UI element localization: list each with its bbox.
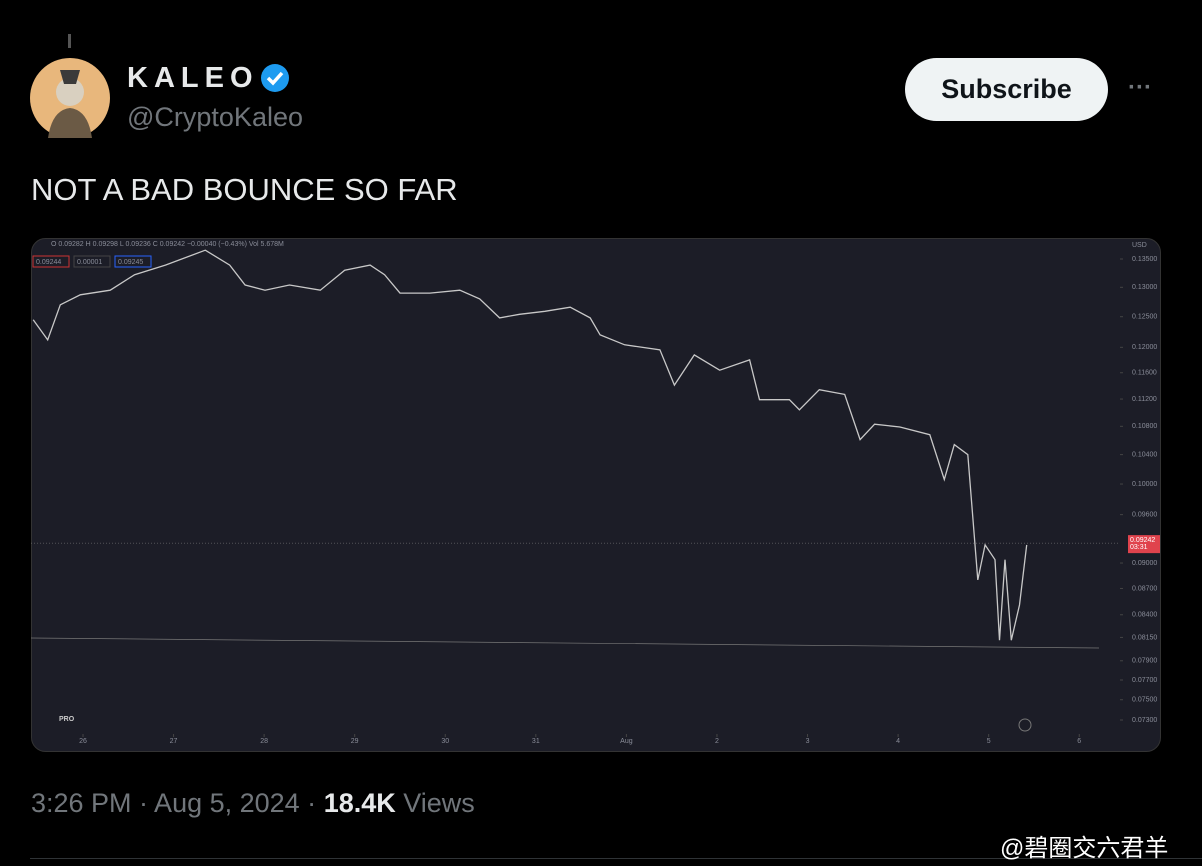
y-tick-label: 0.11200 — [1132, 396, 1157, 403]
user-name[interactable]: KALEO — [127, 62, 259, 94]
tv-logo: PRO — [59, 716, 75, 723]
subscribe-button[interactable]: Subscribe — [905, 58, 1108, 121]
divider — [30, 858, 1202, 859]
x-tick-label: 5 — [987, 738, 991, 745]
x-tick-label: 3 — [806, 738, 810, 745]
badge-value: 0.00001 — [77, 259, 102, 266]
y-tick-label: 0.10400 — [1132, 451, 1157, 458]
price-tag-countdown: 03:31 — [1130, 544, 1148, 551]
badge-value: 0.09245 — [118, 259, 143, 266]
more-button[interactable]: ··· — [1128, 74, 1152, 101]
y-tick-label: 0.07300 — [1132, 717, 1157, 724]
badge-box — [73, 255, 111, 268]
x-tick-label: Aug — [620, 738, 633, 745]
y-tick-label: 0.07900 — [1132, 658, 1157, 665]
verified-badge — [261, 64, 289, 92]
tweet-meta: 3:26 PM · Aug 5, 2024 · 18.4K Views — [31, 788, 475, 819]
ohlc-legend: O 0.09282 H 0.09298 L 0.09236 C 0.09242 … — [51, 241, 284, 248]
avatar[interactable] — [30, 58, 110, 138]
y-tick-label: 0.07500 — [1132, 697, 1157, 704]
y-tick-label: 0.13500 — [1132, 256, 1157, 263]
price-line — [32, 249, 1028, 641]
x-tick-label: 30 — [441, 738, 449, 745]
y-tick-label: 0.11600 — [1132, 370, 1157, 377]
user-handle[interactable]: @CryptoKaleo — [127, 102, 303, 132]
y-tick-label: 0.09600 — [1132, 511, 1157, 518]
chart-image[interactable]: O 0.09282 H 0.09298 L 0.09236 C 0.09242 … — [31, 238, 1161, 752]
y-tick-label: 0.08150 — [1132, 634, 1157, 641]
x-tick-label: 4 — [896, 738, 900, 745]
x-tick-label: 28 — [260, 738, 268, 745]
y-tick-label: 0.12500 — [1132, 314, 1157, 321]
x-tick-label: 31 — [532, 738, 540, 745]
thread-line — [68, 34, 71, 48]
watermark: @碧圈交六君羊 — [1000, 835, 1169, 862]
y-tick-label: 0.10800 — [1132, 423, 1157, 430]
view-count: 18.4K — [323, 788, 396, 818]
timestamp[interactable]: 3:26 PM · Aug 5, 2024 · — [31, 788, 324, 818]
support-line — [31, 637, 1100, 649]
currency: USD — [1132, 242, 1147, 249]
x-tick-label: 27 — [170, 738, 178, 745]
price-tag-value: 0.09242 — [1130, 537, 1155, 544]
x-tick-label: 2 — [715, 738, 719, 745]
y-tick-label: 0.10000 — [1132, 481, 1157, 488]
x-tick-label: 6 — [1077, 738, 1081, 745]
tweet-text: NOT A BAD BOUNCE SO FAR — [31, 172, 458, 207]
badge-box — [32, 255, 70, 268]
y-tick-label: 0.07700 — [1132, 677, 1157, 684]
views-label: Views — [403, 788, 475, 818]
flash-icon — [1018, 718, 1032, 732]
y-tick-label: 0.09000 — [1132, 560, 1157, 567]
badge-value: 0.09244 — [36, 259, 61, 266]
y-tick-label: 0.08400 — [1132, 612, 1157, 619]
x-tick-label: 29 — [351, 738, 359, 745]
y-tick-label: 0.08700 — [1132, 585, 1157, 592]
y-tick-label: 0.12000 — [1132, 344, 1157, 351]
x-tick-label: 26 — [79, 738, 87, 745]
price-tag — [1128, 535, 1160, 554]
badge-box — [114, 255, 152, 268]
y-tick-label: 0.13000 — [1132, 284, 1157, 291]
